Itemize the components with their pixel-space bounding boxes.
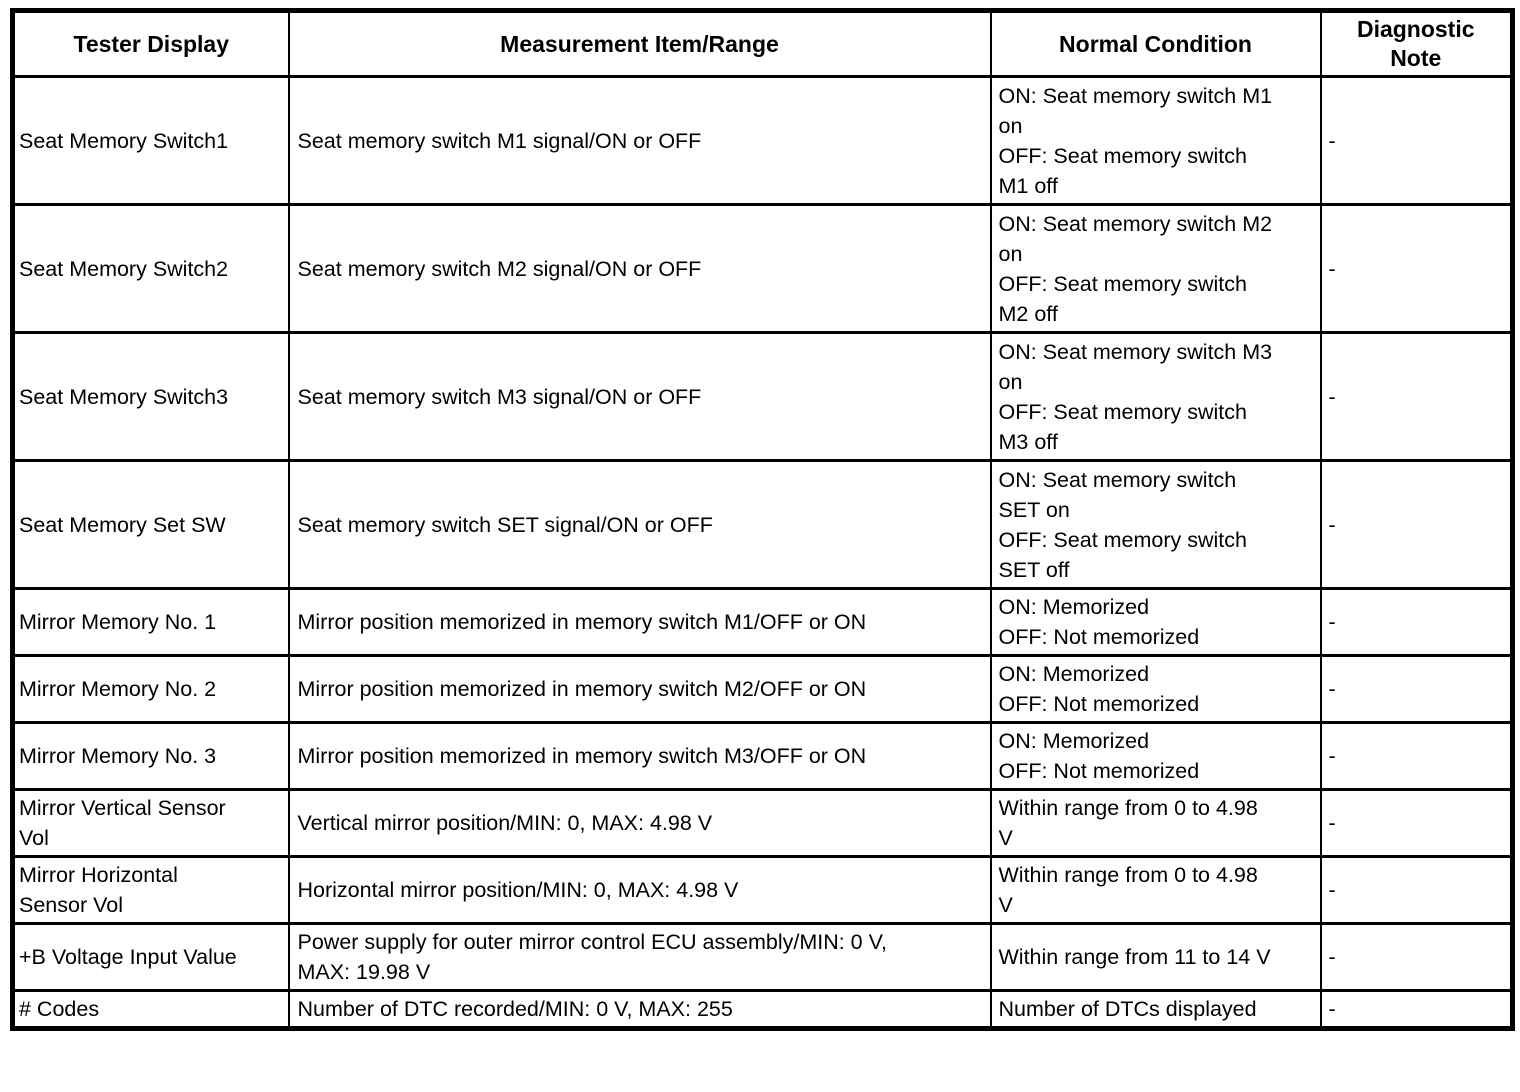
col-header-normal-condition: Normal Condition xyxy=(989,9,1322,78)
cell-tester-display: +B Voltage Input Value xyxy=(11,922,290,992)
table-row: # Codes Number of DTC recorded/MIN: 0 V,… xyxy=(11,989,1514,1030)
header-row: Tester Display Measurement Item/Range No… xyxy=(11,9,1514,78)
cell-tester-display: Mirror Horizontal Sensor Vol xyxy=(11,855,290,925)
cell-normal-condition: ON: Memorized OFF: Not memorized xyxy=(989,721,1322,791)
cell-measurement: Seat memory switch M3 signal/ON or OFF xyxy=(287,331,992,462)
cell-tester-display: Seat Memory Switch1 xyxy=(11,75,290,206)
cell-measurement: Mirror position memorized in memory swit… xyxy=(287,587,992,657)
cell-measurement: Seat memory switch M1 signal/ON or OFF xyxy=(287,75,992,206)
cell-measurement: Seat memory switch M2 signal/ON or OFF xyxy=(287,203,992,334)
diagnostic-data-table: Tester Display Measurement Item/Range No… xyxy=(10,8,1515,1031)
table-row: Seat Memory Set SW Seat memory switch SE… xyxy=(11,459,1514,590)
cell-diagnostic-note: - xyxy=(1319,721,1514,791)
table-row: +B Voltage Input Value Power supply for … xyxy=(11,922,1514,992)
cell-measurement: Vertical mirror position/MIN: 0, MAX: 4.… xyxy=(287,788,992,858)
cell-measurement: Mirror position memorized in memory swit… xyxy=(287,654,992,724)
cell-diagnostic-note: - xyxy=(1319,654,1514,724)
cell-diagnostic-note: - xyxy=(1319,788,1514,858)
cell-tester-display: Seat Memory Switch2 xyxy=(11,203,290,334)
cell-diagnostic-note: - xyxy=(1319,587,1514,657)
cell-normal-condition: ON: Memorized OFF: Not memorized xyxy=(989,654,1322,724)
table-row: Mirror Vertical Sensor Vol Vertical mirr… xyxy=(11,788,1514,858)
cell-normal-condition: ON: Memorized OFF: Not memorized xyxy=(989,587,1322,657)
cell-tester-display: Seat Memory Switch3 xyxy=(11,331,290,462)
cell-normal-condition: Within range from 11 to 14 V xyxy=(989,922,1322,992)
cell-diagnostic-note: - xyxy=(1319,989,1514,1030)
col-header-diagnostic-note: Diagnostic Note xyxy=(1319,9,1514,78)
cell-normal-condition: ON: Seat memory switch M3 on OFF: Seat m… xyxy=(989,331,1322,462)
cell-diagnostic-note: - xyxy=(1319,459,1514,590)
table-row: Seat Memory Switch2 Seat memory switch M… xyxy=(11,203,1514,334)
cell-tester-display: Mirror Memory No. 1 xyxy=(11,587,290,657)
cell-diagnostic-note: - xyxy=(1319,855,1514,925)
table-row: Seat Memory Switch1 Seat memory switch M… xyxy=(11,75,1514,206)
table-row: Mirror Memory No. 1 Mirror position memo… xyxy=(11,587,1514,657)
cell-normal-condition: Within range from 0 to 4.98 V xyxy=(989,788,1322,858)
cell-normal-condition: ON: Seat memory switch M1 on OFF: Seat m… xyxy=(989,75,1322,206)
table-row: Mirror Memory No. 2 Mirror position memo… xyxy=(11,654,1514,724)
cell-tester-display: Mirror Memory No. 3 xyxy=(11,721,290,791)
cell-tester-display: Seat Memory Set SW xyxy=(11,459,290,590)
table-row: Seat Memory Switch3 Seat memory switch M… xyxy=(11,331,1514,462)
table-row: Mirror Memory No. 3 Mirror position memo… xyxy=(11,721,1514,791)
cell-normal-condition: Within range from 0 to 4.98 V xyxy=(989,855,1322,925)
cell-diagnostic-note: - xyxy=(1319,922,1514,992)
col-header-measurement-item-range: Measurement Item/Range xyxy=(287,9,992,78)
cell-normal-condition: ON: Seat memory switch SET on OFF: Seat … xyxy=(989,459,1322,590)
cell-measurement: Power supply for outer mirror control EC… xyxy=(287,922,992,992)
cell-measurement: Number of DTC recorded/MIN: 0 V, MAX: 25… xyxy=(287,989,992,1030)
cell-tester-display: # Codes xyxy=(11,989,290,1030)
cell-measurement: Horizontal mirror position/MIN: 0, MAX: … xyxy=(287,855,992,925)
cell-diagnostic-note: - xyxy=(1319,203,1514,334)
cell-diagnostic-note: - xyxy=(1319,75,1514,206)
cell-measurement: Seat memory switch SET signal/ON or OFF xyxy=(287,459,992,590)
table-row: Mirror Horizontal Sensor Vol Horizontal … xyxy=(11,855,1514,925)
cell-measurement: Mirror position memorized in memory swit… xyxy=(287,721,992,791)
cell-normal-condition: Number of DTCs displayed xyxy=(989,989,1322,1030)
cell-tester-display: Mirror Memory No. 2 xyxy=(11,654,290,724)
cell-normal-condition: ON: Seat memory switch M2 on OFF: Seat m… xyxy=(989,203,1322,334)
col-header-tester-display: Tester Display xyxy=(11,9,290,78)
cell-tester-display: Mirror Vertical Sensor Vol xyxy=(11,788,290,858)
cell-diagnostic-note: - xyxy=(1319,331,1514,462)
